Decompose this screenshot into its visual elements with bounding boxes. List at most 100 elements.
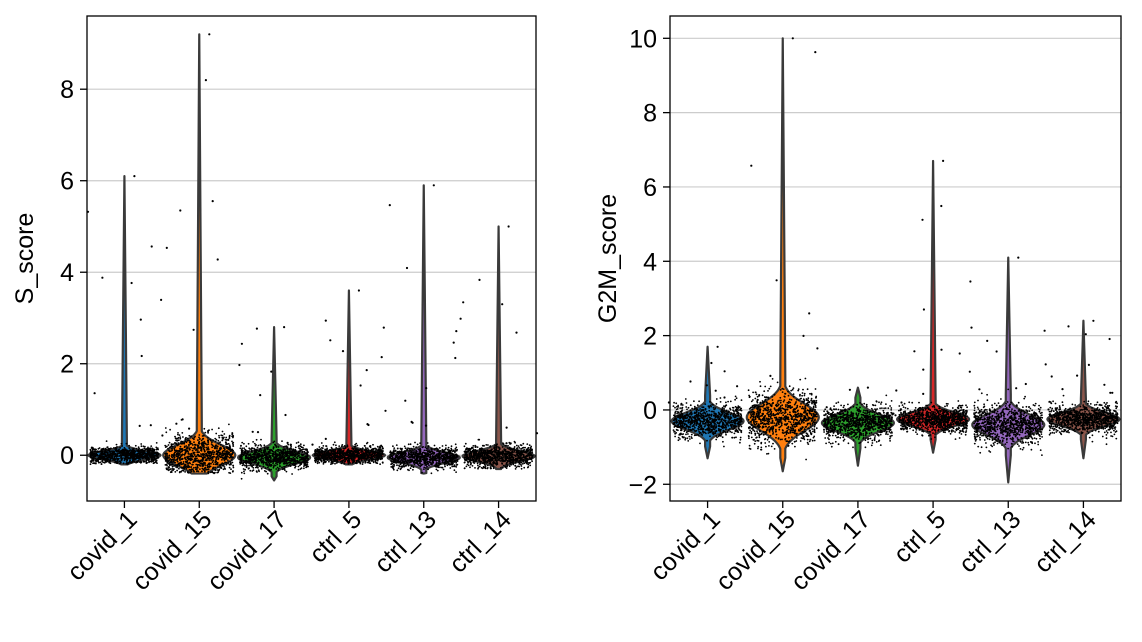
outlier-point (138, 424, 141, 427)
data-point (455, 453, 458, 456)
data-point (392, 468, 395, 471)
data-point (151, 447, 154, 450)
data-point (280, 451, 283, 453)
data-point (439, 453, 442, 455)
data-point (145, 462, 148, 465)
data-point (298, 450, 301, 453)
data-point (98, 450, 100, 453)
data-point (142, 452, 145, 454)
data-point (436, 448, 439, 451)
data-point (118, 457, 120, 460)
data-point (334, 462, 336, 465)
data-point (225, 463, 228, 466)
data-point (290, 448, 293, 450)
data-point (262, 465, 265, 468)
data-point (412, 461, 415, 463)
violin-body (461, 225, 536, 471)
data-point (284, 469, 286, 471)
data-point (328, 451, 330, 454)
data-point (189, 453, 192, 455)
data-point (366, 455, 369, 458)
data-point (185, 467, 188, 470)
data-point (397, 467, 400, 470)
data-point (155, 448, 158, 451)
data-point (306, 452, 309, 455)
data-point (243, 442, 245, 445)
data-point (266, 446, 268, 449)
data-point (217, 466, 219, 468)
data-point (400, 465, 403, 468)
data-point (288, 455, 290, 457)
data-point (394, 459, 397, 462)
data-point (280, 458, 282, 460)
data-point (207, 429, 210, 432)
data-point (239, 461, 241, 464)
data-point (277, 469, 280, 472)
data-point (349, 462, 351, 464)
data-point (406, 455, 408, 458)
data-point (438, 450, 440, 453)
data-point (202, 437, 205, 440)
strip-points (86, 175, 164, 466)
data-point (329, 453, 332, 455)
data-point (100, 463, 103, 465)
data-point (101, 448, 104, 450)
data-point (126, 459, 128, 462)
data-point (419, 442, 421, 444)
data-point (330, 449, 333, 452)
data-point (231, 432, 234, 434)
data-point (201, 444, 204, 447)
data-point (335, 462, 338, 464)
data-point (191, 444, 194, 446)
data-point (471, 465, 474, 467)
data-point (420, 456, 422, 458)
data-point (171, 465, 174, 468)
data-point (216, 471, 219, 474)
data-point (371, 457, 374, 460)
data-point (211, 444, 214, 447)
data-point (323, 459, 325, 461)
data-point (104, 454, 107, 457)
data-point (287, 464, 290, 467)
data-point (175, 455, 178, 458)
data-point (156, 451, 159, 454)
data-point (196, 449, 199, 451)
data-point (409, 461, 411, 464)
data-point (427, 468, 429, 471)
data-point (338, 458, 341, 461)
data-point (153, 448, 156, 451)
data-point (356, 451, 359, 454)
data-point (177, 439, 180, 442)
data-point (392, 445, 394, 448)
data-point (454, 443, 457, 446)
data-point (426, 455, 428, 458)
data-point (217, 469, 220, 472)
data-point (366, 451, 368, 454)
data-point (361, 463, 364, 465)
violin-ctrl-13 (384, 184, 461, 475)
data-point (184, 451, 187, 454)
data-point (517, 445, 520, 447)
data-point (227, 461, 230, 463)
data-point (316, 462, 319, 465)
data-point (168, 455, 171, 457)
data-point (196, 457, 198, 460)
data-point (421, 471, 423, 474)
data-point (217, 454, 220, 457)
data-point (427, 460, 429, 463)
outlier-point (150, 245, 153, 248)
data-point (175, 450, 178, 453)
data-point (424, 464, 426, 466)
data-point (364, 460, 367, 463)
data-point (343, 462, 346, 465)
data-point (209, 471, 212, 474)
data-point (340, 462, 343, 465)
data-point (172, 443, 175, 445)
data-point (178, 434, 181, 436)
data-point (341, 460, 344, 463)
data-point (298, 459, 301, 461)
data-point (362, 461, 364, 464)
data-point (301, 450, 304, 453)
data-point (187, 452, 190, 455)
